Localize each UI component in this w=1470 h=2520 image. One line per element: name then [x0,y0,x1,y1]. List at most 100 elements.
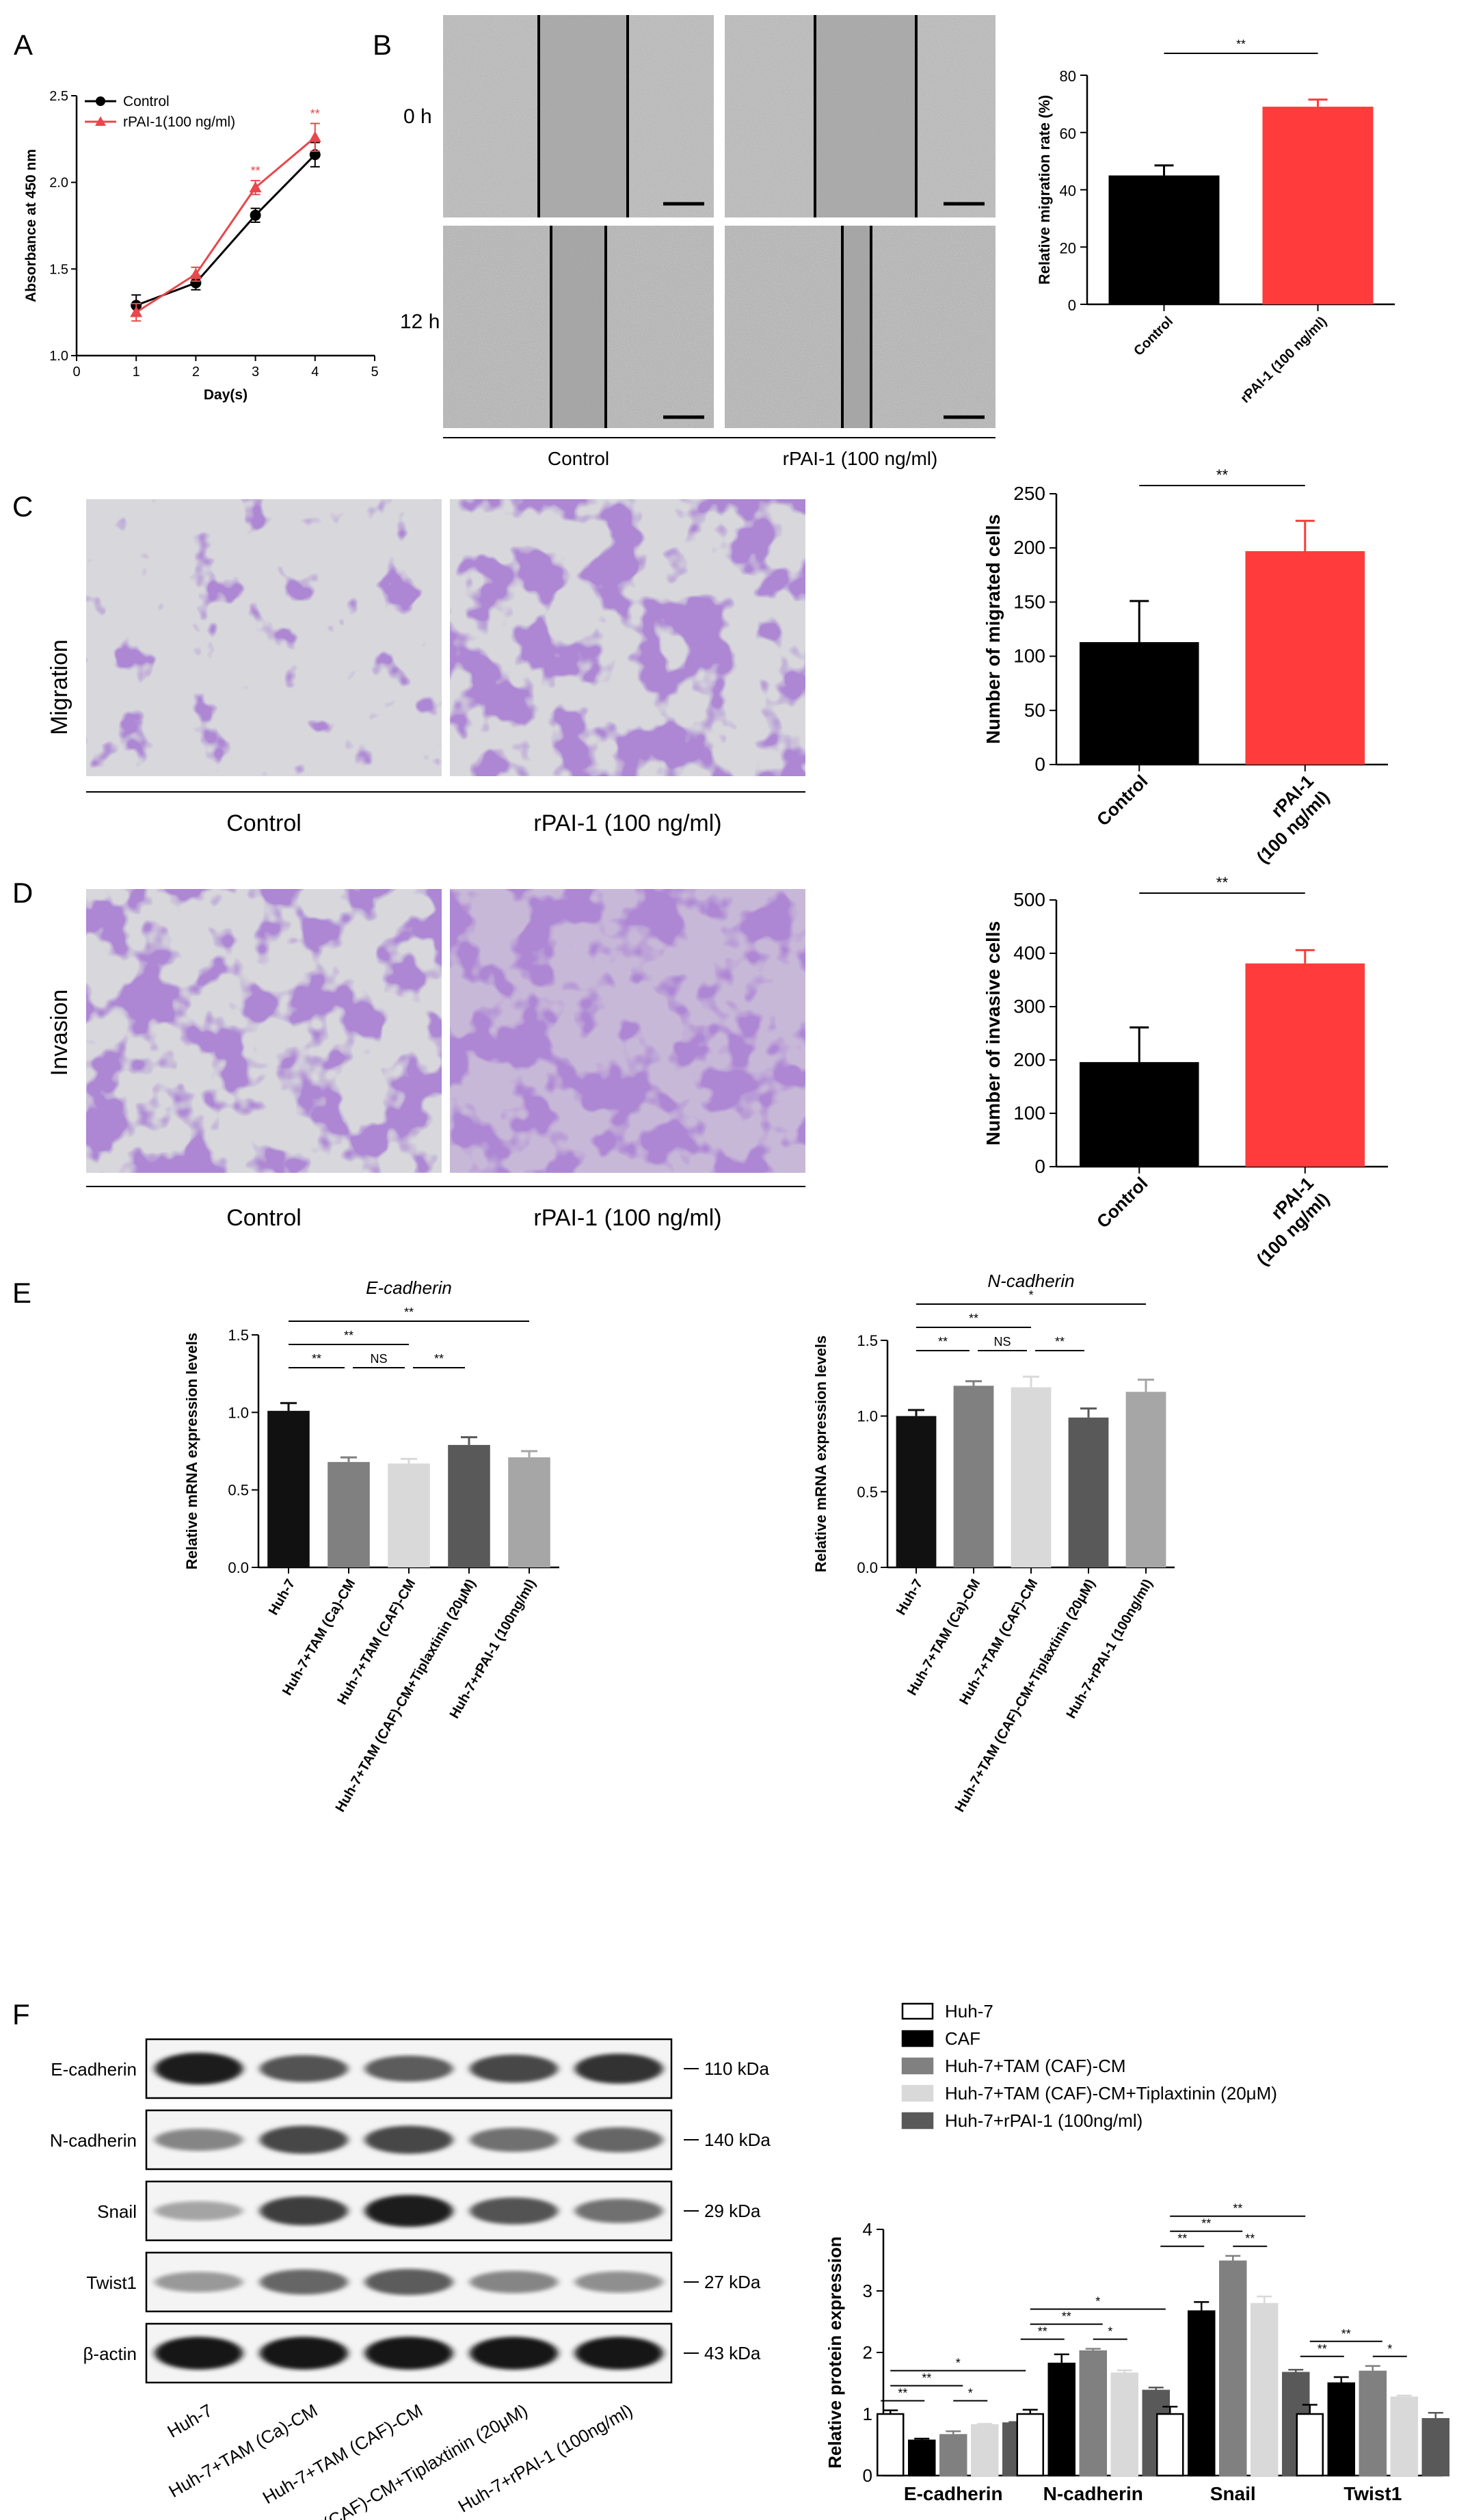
bar [896,1416,937,1567]
chart-title: E-cadherin [366,1277,452,1298]
bar [1219,2260,1247,2477]
significance-mark: ** [251,164,260,178]
x-tick-label: Control [1093,771,1152,830]
x-tick-label: N-cadherin [1043,2483,1143,2504]
data-point [308,131,321,142]
y-tick-label: 250 [1013,483,1045,504]
bar [328,1461,370,1567]
col-label-b-rpai1: rPAI-1 (100 ng/ml) [783,448,938,469]
legend-label: Huh-7+rPAI-1 (100ng/ml) [945,2110,1142,2131]
bar [971,2424,999,2477]
y-tick-label: 0.5 [857,1483,878,1500]
x-tick-label: rPAI-1(100 ng/ml) [1237,1173,1333,1269]
y-axis-label: Relative protein expression [825,2236,845,2469]
blot-protein-label: Twist1 [86,2272,137,2293]
y-tick-label: 150 [1013,591,1045,612]
blot-size-label: 43 kDa [704,2343,761,2363]
blot-band [259,2125,348,2154]
chart-a-growth-curve: 0 1 2 3 4 5 1.0 1.5 2.0 2.5 Day(s) Absorbance at 45… [23,89,379,403]
legend-swatch [901,2002,934,2020]
significance-mark: ** [1341,2327,1351,2341]
x-tick-label: Snail [1210,2483,1256,2504]
y-axis-label: Relative mRNA expression levels [183,1333,200,1569]
row-label-12h: 12 h [400,310,440,333]
y-tick-label: 400 [1013,942,1045,964]
bar [1016,2413,1044,2477]
bar [908,2439,936,2477]
significance-mark: ** [1177,2232,1187,2246]
blot-protein-label: Snail [97,2201,137,2222]
y-tick-label: 80 [1060,68,1076,85]
significance-mark: * [968,2387,973,2400]
bar [1188,2310,1216,2477]
blot-lane-label: Huh-7 [163,2400,215,2441]
x-tick-label: Huh-7 [266,1577,298,1618]
legend-label: Control [123,94,170,109]
y-tick-label: 1.0 [228,1404,249,1421]
legend-label: Huh-7+TAM (CAF)-CM+Tiplaxtinin (20μM) [945,2083,1277,2104]
legend-swatch [901,2112,934,2130]
x-tick-label: rPAI-1(100 ng/ml) [1237,771,1333,867]
blot-band [470,2270,559,2294]
blot-band [574,2054,663,2084]
bar [939,2434,967,2477]
y-tick-label: 200 [1013,1049,1045,1070]
significance-mark: * [956,2357,961,2370]
y-tick-label: 500 [1013,889,1045,910]
data-point [189,267,202,279]
blot-size-label: 140 kDa [704,2130,771,2150]
x-tick-label: 0 [72,364,80,380]
blot-band [259,2196,348,2226]
panel-letter-d: D [12,877,33,909]
col-label-d-rpai1: rPAI-1 (100 ng/ml) [533,1205,721,1231]
x-tick-label: 1 [133,364,140,380]
panel-letter-c: C [12,490,33,522]
bar [1079,642,1199,765]
panel-letter-e: E [12,1277,31,1309]
y-axis-label: Relative migration rate (%) [1036,95,1053,285]
x-tick-label: 4 [311,364,319,380]
y-axis-label: Absorbance at 450 nm [23,149,39,302]
x-tick-label: Control [1093,1173,1152,1232]
significance-mark: * [1387,2342,1392,2356]
y-tick-label: 1.0 [49,349,68,364]
y-tick-label: 1.5 [857,1332,878,1349]
y-axis-label: Relative mRNA expression levels [812,1336,829,1572]
legend-label: rPAI-1(100 ng/ml) [123,114,235,130]
bar [1390,2396,1418,2477]
significance-mark: ** [1062,2310,1071,2324]
data-point [250,209,261,221]
y-tick-label: 0.5 [228,1482,249,1499]
blot-band [470,2337,559,2370]
blot-band [259,2337,348,2370]
significance-mark: ** [1216,466,1229,483]
transwell-invasion-images: Invasion Control rPAI-1 (100 ng/ml) [46,889,805,1231]
legend-swatch [901,2084,934,2102]
blot-band [155,2337,243,2370]
bar [388,1463,430,1567]
side-label-invasion: Invasion [46,990,72,1076]
col-label-d-control: Control [226,1205,302,1231]
western-blot: E-cadherin 110 kDa N-cadherin 140 kDa Snail 2… [50,2038,771,2520]
panel-letter-f: F [12,1998,30,2030]
bar [1156,2413,1184,2477]
blot-band [364,2194,453,2227]
significance-mark: ** [938,1335,948,1349]
significance-mark: * [1095,2295,1100,2309]
significance-mark: ** [344,1329,353,1342]
y-tick-label: 0.0 [857,1559,878,1576]
blot-band [364,2055,453,2082]
blot-band [155,2272,243,2292]
blot-band [259,2269,348,2295]
bar [1421,2417,1449,2477]
significance-mark: ** [404,1305,414,1319]
legend-marker [95,116,106,126]
x-tick-label: 3 [252,364,259,380]
x-tick-label: Control [1131,314,1176,359]
x-tick-label: E-cadherin [904,2483,1003,2504]
invasion-rpai1-image [450,889,805,1173]
bar [508,1457,550,1567]
bar [1110,2372,1138,2477]
transwell-migration-images: Migration Control rPAI-1 (100 ng/ml) [46,499,805,836]
bar [1079,2350,1107,2477]
